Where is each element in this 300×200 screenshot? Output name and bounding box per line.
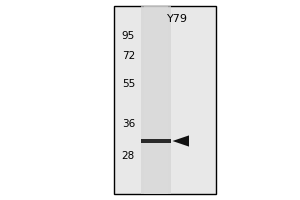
Polygon shape xyxy=(172,135,189,147)
Text: 36: 36 xyxy=(122,119,135,129)
Text: 55: 55 xyxy=(122,79,135,89)
Text: 95: 95 xyxy=(122,31,135,41)
Bar xyxy=(141,139,171,143)
Text: Y79: Y79 xyxy=(167,14,188,24)
Text: 28: 28 xyxy=(122,151,135,161)
Bar xyxy=(114,6,216,194)
Text: 72: 72 xyxy=(122,51,135,61)
Bar xyxy=(144,6,168,194)
Bar xyxy=(141,6,171,194)
